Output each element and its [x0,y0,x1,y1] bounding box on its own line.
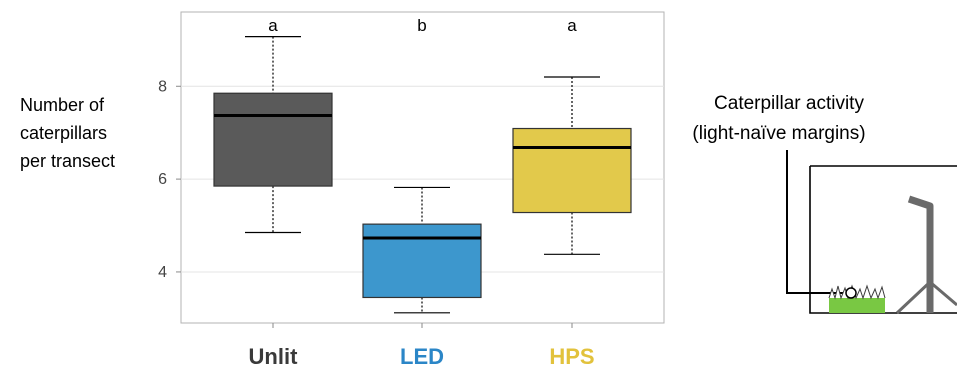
iqr-box [512,127,632,214]
y-tick-label: 8 [158,78,167,95]
y-axis-label-line-2: caterpillars [20,123,107,143]
iqr-box [362,223,482,299]
y-axis-ticks: 4 6 8 [158,78,181,281]
x-category-label: HPS [549,344,594,369]
inset-schematic: Caterpillar activity (light-naïve margin… [692,93,957,315]
caterpillar-icon [845,287,857,299]
x-category-label: Unlit [249,344,299,369]
box-hps: a [512,16,632,255]
box-led: b [362,16,482,314]
inset-pointer-line [786,150,848,294]
inset-frame [809,165,957,314]
inset-title-line-1: Caterpillar activity [714,93,864,114]
significance-letter: a [268,16,278,35]
y-tick-label: 6 [158,171,167,188]
grass-blades-icon [828,284,886,300]
box-unlit: a [213,16,333,234]
y-axis-label-line-1: Number of [20,95,105,115]
grass-icon [829,298,885,313]
iqr-box [213,92,333,187]
y-axis-label-line-3: per transect [20,151,115,171]
street-lamp-icon [907,195,934,313]
lamp-tripod-icon [895,280,957,315]
inset-title-line-2: (light-naïve margins) [692,123,865,144]
x-category-label: LED [400,344,444,369]
y-tick-label: 4 [158,264,167,281]
x-axis-categories: Unlit LED HPS [249,323,595,369]
significance-letter: b [417,16,426,35]
significance-letter: a [567,16,577,35]
